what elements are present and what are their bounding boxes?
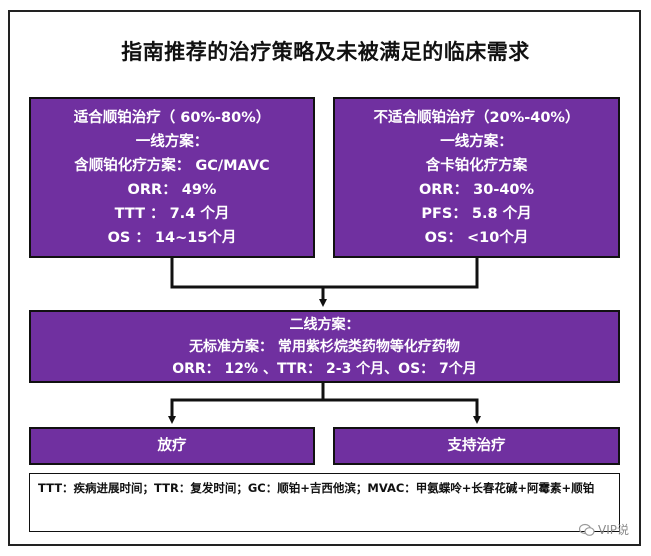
left-box-line: OS ： 14~15个月 xyxy=(107,230,237,246)
supportive-care-box: 支持治疗 xyxy=(333,427,620,465)
left-box-line: 含顺铂化疗方案： GC/MAVC xyxy=(74,158,270,174)
radiotherapy-box: 放疗 xyxy=(29,427,315,465)
second-line-box: 二线方案： 无标准方案： 常用紫杉烷类药物等化疗药物 ORR： 12% 、TTR… xyxy=(29,310,620,383)
left-box-line: 适合顺铂治疗（ 60%-80%） xyxy=(73,110,271,126)
right-box-line: 不适合顺铂治疗（20%-40%） xyxy=(373,110,580,126)
left-box-line: TTT ： 7.4 个月 xyxy=(114,206,230,222)
right-box-line: PFS： 5.8 个月 xyxy=(421,206,532,222)
right-box-line: 一线方案： xyxy=(440,134,513,150)
diagram-title: 指南推荐的治疗策略及未被满足的临床需求 xyxy=(121,40,530,64)
diagram-frame xyxy=(8,10,641,546)
middle-box-line: 二线方案： xyxy=(289,317,360,333)
right-box-line: ORR： 30-40% xyxy=(418,182,535,198)
abbreviation-footnote: TTT：疾病进展时间；TTR：复发时间；GC：顺铂+吉西他滨；MVAC：甲氨蝶呤… xyxy=(29,473,620,532)
left-box-line: ORR： 49% xyxy=(127,182,217,198)
wechat-logo-icon xyxy=(579,523,595,536)
middle-box-line: ORR： 12% 、TTR： 2-3 个月、OS： 7个月 xyxy=(172,361,477,377)
suitable-cisplatin-box: 适合顺铂治疗（ 60%-80%） 一线方案： 含顺铂化疗方案： GC/MAVC … xyxy=(29,97,315,258)
right-box-line: 含卡铂化疗方案 xyxy=(425,158,528,174)
unsuitable-cisplatin-box: 不适合顺铂治疗（20%-40%） 一线方案： 含卡铂化疗方案 ORR： 30-4… xyxy=(333,97,620,258)
middle-box-line: 无标准方案： 常用紫杉烷类药物等化疗药物 xyxy=(189,339,460,355)
watermark-text: VIP说 xyxy=(598,523,629,537)
watermark: VIP说 xyxy=(579,521,629,538)
left-box-line: 一线方案： xyxy=(135,134,209,150)
right-box-line: OS： <10个月 xyxy=(424,230,529,246)
